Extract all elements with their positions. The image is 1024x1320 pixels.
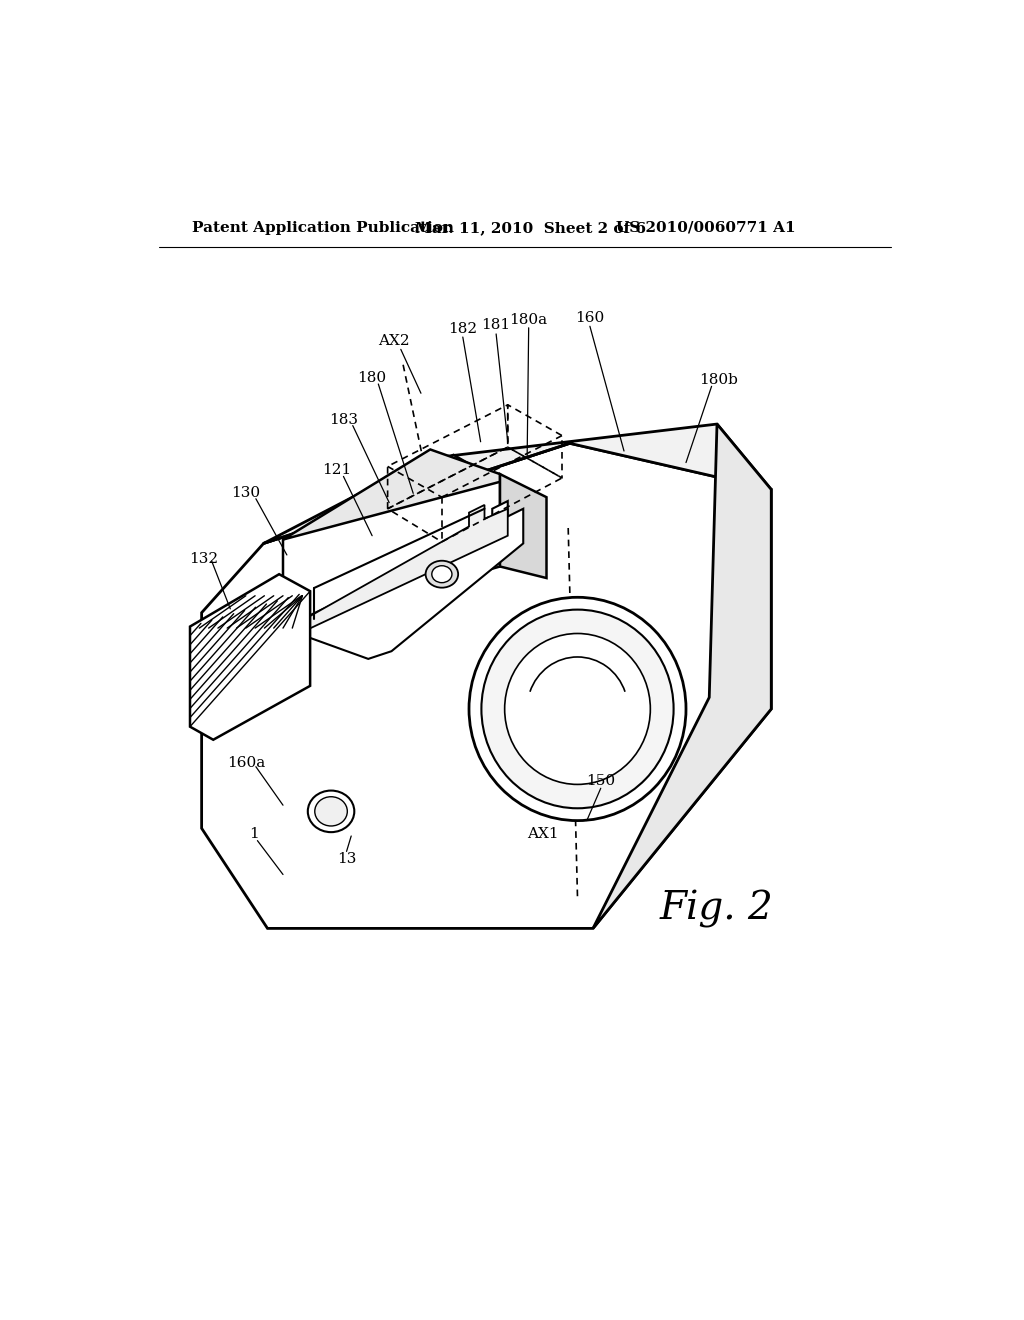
- Text: 181: 181: [481, 318, 511, 333]
- Text: Fig. 2: Fig. 2: [659, 890, 773, 928]
- Text: 160a: 160a: [226, 756, 265, 770]
- Ellipse shape: [481, 610, 674, 808]
- Polygon shape: [263, 424, 771, 544]
- Text: 132: 132: [189, 552, 218, 566]
- Polygon shape: [190, 574, 310, 739]
- Ellipse shape: [432, 566, 452, 582]
- Text: 180a: 180a: [510, 313, 548, 327]
- Ellipse shape: [469, 597, 686, 821]
- Text: 180: 180: [357, 371, 387, 385]
- Polygon shape: [593, 424, 771, 928]
- Text: 13: 13: [337, 853, 356, 866]
- Text: US 2010/0060771 A1: US 2010/0060771 A1: [616, 220, 796, 235]
- Polygon shape: [500, 474, 547, 578]
- Text: 160: 160: [575, 310, 604, 325]
- Polygon shape: [283, 449, 500, 540]
- Ellipse shape: [308, 791, 354, 832]
- Polygon shape: [283, 502, 523, 659]
- Text: 183: 183: [329, 413, 358, 428]
- Ellipse shape: [426, 561, 458, 587]
- Text: 1: 1: [249, 828, 258, 841]
- Text: 150: 150: [586, 774, 615, 788]
- Polygon shape: [202, 444, 771, 928]
- Text: 180b: 180b: [699, 374, 738, 387]
- Text: 130: 130: [231, 486, 260, 500]
- Polygon shape: [283, 455, 500, 628]
- Text: AX1: AX1: [526, 828, 558, 841]
- Text: 121: 121: [323, 463, 352, 478]
- Ellipse shape: [314, 797, 347, 826]
- Polygon shape: [302, 506, 508, 632]
- Text: Mar. 11, 2010  Sheet 2 of 6: Mar. 11, 2010 Sheet 2 of 6: [415, 220, 646, 235]
- Ellipse shape: [505, 634, 650, 784]
- Text: 182: 182: [449, 322, 477, 337]
- Text: Patent Application Publication: Patent Application Publication: [191, 220, 454, 235]
- Text: AX2: AX2: [378, 334, 410, 348]
